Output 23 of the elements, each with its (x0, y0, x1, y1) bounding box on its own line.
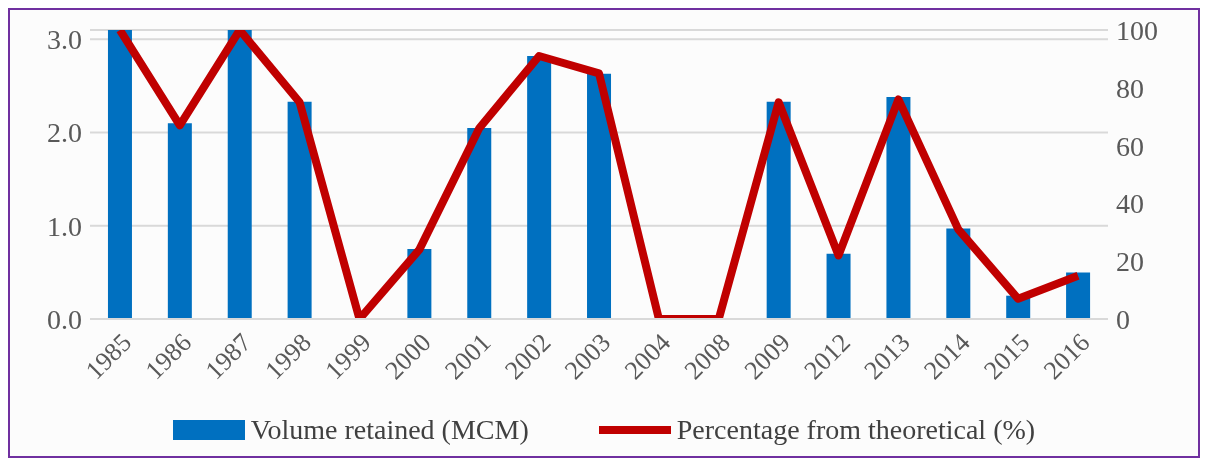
y-tick-label: 3.0 (47, 24, 82, 56)
y-tick-label: 1.0 (47, 210, 82, 242)
y2-tick-label: 20 (1116, 246, 1144, 278)
y2-tick-label: 80 (1116, 72, 1144, 104)
bar (227, 30, 252, 319)
bar (527, 56, 552, 319)
y2-tick-label: 60 (1116, 130, 1144, 162)
y2-tick-label: 0 (1116, 303, 1130, 335)
x-tick-label: 1999 (319, 327, 377, 386)
bar (287, 101, 312, 319)
bar (826, 253, 851, 319)
y-tick-label: 2.0 (47, 117, 82, 149)
y2-tick-label: 40 (1116, 188, 1144, 220)
y-tick-label: 0.0 (47, 303, 82, 335)
bar (167, 123, 192, 319)
y2-tick-label: 100 (1116, 14, 1158, 46)
bar (587, 73, 612, 319)
bar (467, 127, 492, 319)
legend-label: Volume retained (MCM) (250, 414, 529, 446)
bar (886, 97, 911, 319)
bar (107, 30, 132, 319)
legend-label: Percentage from theoretical (%) (676, 414, 1036, 446)
bar (946, 228, 971, 319)
